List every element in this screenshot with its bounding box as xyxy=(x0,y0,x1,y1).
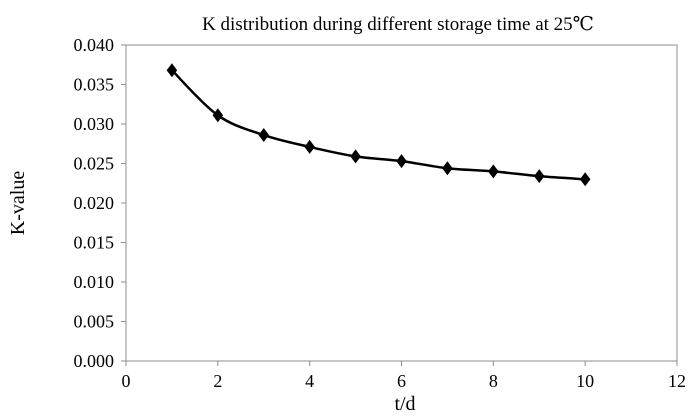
x-tick-label: 12 xyxy=(668,371,686,391)
y-tick-label: 0.020 xyxy=(74,193,115,213)
x-axis: 0 2 4 6 8 10 12 xyxy=(122,361,686,391)
x-axis-title: t/d xyxy=(394,393,415,415)
x-tick-label: 2 xyxy=(213,371,222,391)
y-tick-label: 0.040 xyxy=(74,35,115,55)
plot-area xyxy=(125,44,678,362)
series-line xyxy=(171,69,586,181)
data-point xyxy=(350,149,361,164)
data-point xyxy=(442,161,453,176)
y-axis-title: K-value xyxy=(7,171,29,236)
x-tick-label: 4 xyxy=(305,371,314,391)
y-tick-label: 0.035 xyxy=(74,75,115,95)
y-axis: 0.000 0.005 0.010 0.015 0.020 0.025 0.030 0.035… xyxy=(74,35,126,371)
data-point xyxy=(166,63,178,78)
y-tick-label: 0.030 xyxy=(74,114,115,134)
data-point xyxy=(534,169,545,184)
chart-title: K distribution during different storage … xyxy=(202,14,594,35)
data-point xyxy=(212,108,224,123)
data-point xyxy=(579,172,591,187)
x-tick-label: 6 xyxy=(397,371,406,391)
data-point xyxy=(396,154,407,169)
y-tick-label: 0.015 xyxy=(74,233,115,253)
x-tick-label: 0 xyxy=(122,371,131,391)
y-tick-label: 0.000 xyxy=(74,351,115,371)
y-tick-label: 0.010 xyxy=(74,272,115,292)
y-tick-label: 0.025 xyxy=(74,154,115,174)
y-tick-label: 0.005 xyxy=(74,312,115,332)
data-point xyxy=(488,164,499,179)
data-point xyxy=(304,139,315,154)
x-tick-label: 8 xyxy=(489,371,498,391)
series-layer xyxy=(166,63,591,187)
x-tick-label: 10 xyxy=(576,371,594,391)
data-point xyxy=(258,128,269,143)
